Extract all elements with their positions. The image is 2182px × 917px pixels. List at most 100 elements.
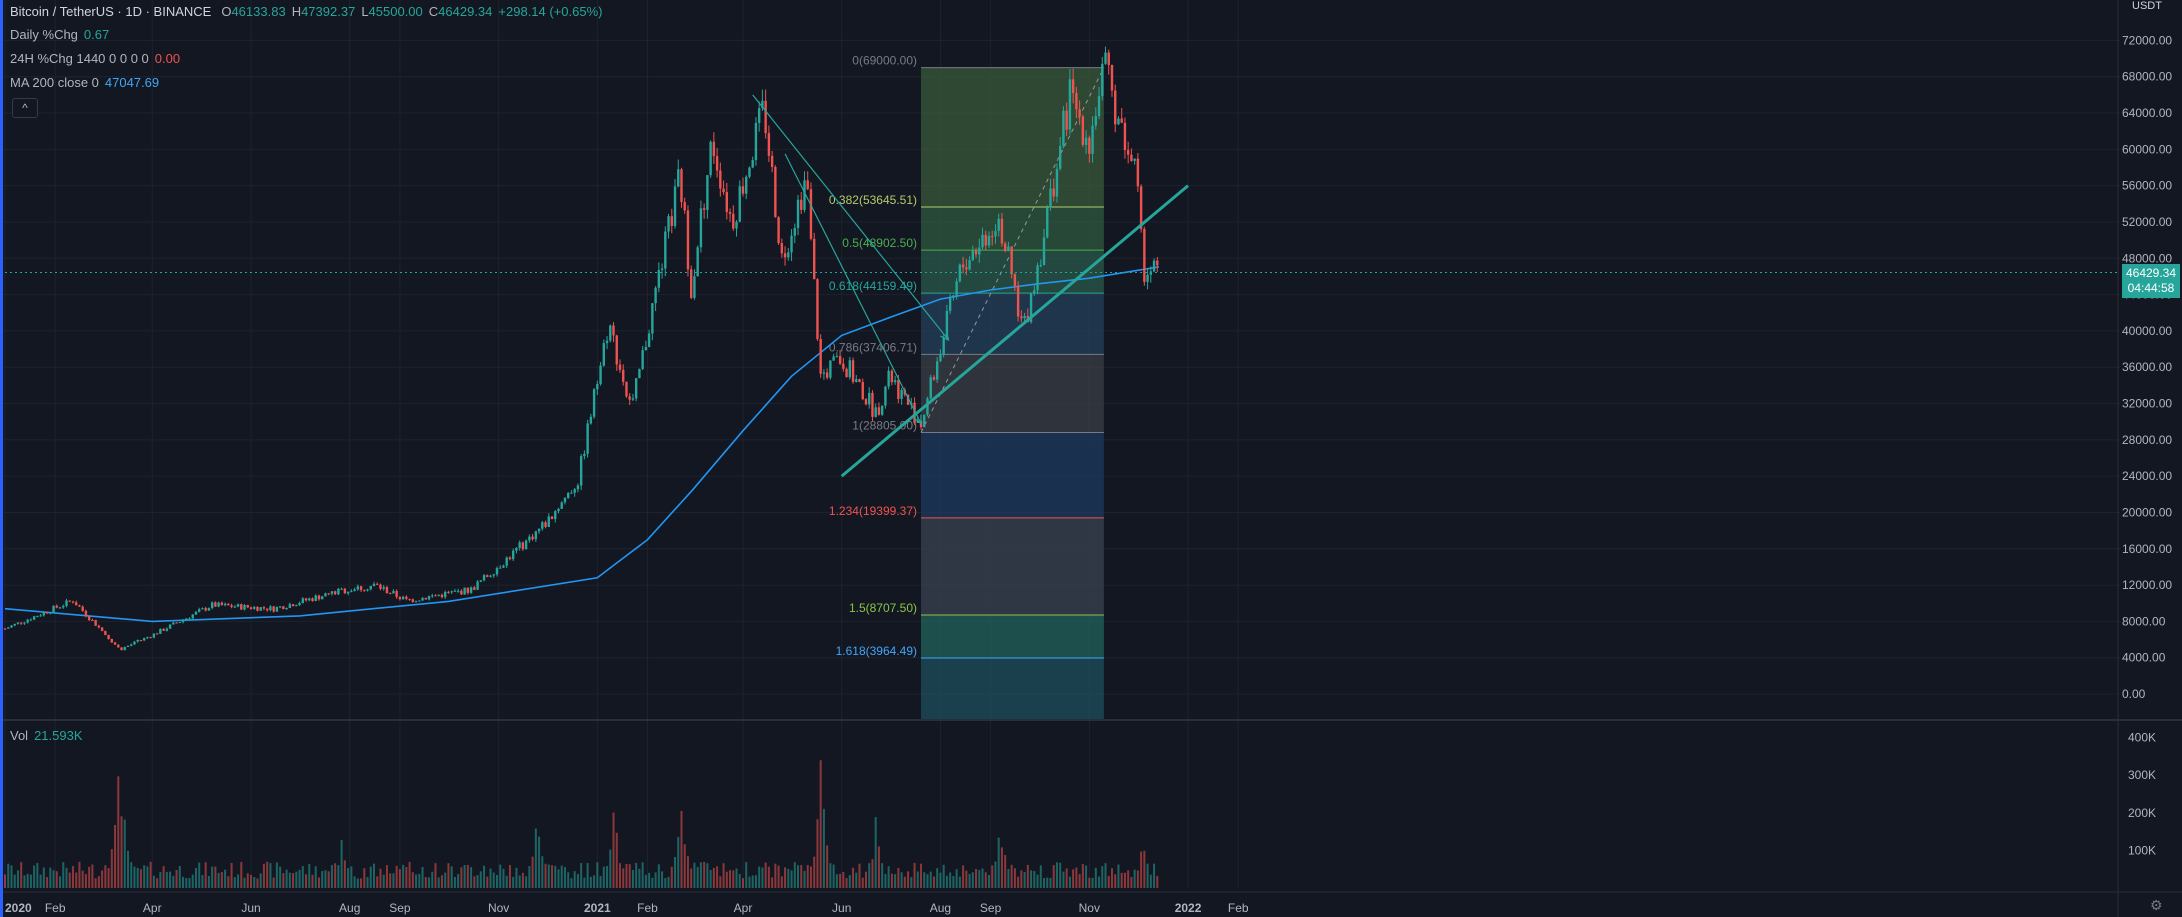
volume-bar	[81, 870, 84, 888]
candle-body	[774, 166, 777, 218]
volume-bar	[955, 869, 958, 888]
candle-body	[612, 325, 615, 336]
volume-bar	[881, 863, 884, 888]
candle-body	[366, 589, 369, 591]
candle-body	[343, 588, 347, 594]
candle-body	[217, 602, 220, 607]
candle-body	[586, 423, 589, 454]
candle-body	[709, 141, 712, 176]
candle-body	[880, 405, 884, 415]
candle-body	[1020, 316, 1023, 319]
volume-bar	[360, 878, 363, 888]
candle-body	[770, 155, 774, 167]
volume-bar	[311, 874, 314, 888]
currency-unit[interactable]: USDT	[2132, 0, 2162, 12]
volume-bar	[551, 865, 554, 888]
volume-bar	[615, 832, 618, 888]
fib-band	[921, 614, 1104, 659]
volume-bar	[143, 865, 146, 888]
volume-bar	[648, 872, 651, 888]
volume-bar	[962, 865, 965, 888]
candle-body	[667, 216, 670, 232]
candle-body	[745, 176, 748, 194]
candle-body	[800, 199, 803, 210]
candle-body	[790, 235, 793, 253]
volume-bar	[188, 878, 191, 888]
volume-bar	[826, 845, 829, 888]
volume-bar	[541, 856, 544, 888]
volume-bar	[819, 760, 822, 888]
candle-body	[16, 622, 20, 624]
volume-bar	[334, 863, 337, 888]
candles	[3, 46, 1159, 651]
volume-bar	[175, 869, 178, 888]
candle-body	[353, 589, 356, 592]
candle-body	[735, 221, 738, 229]
volume-bar	[227, 876, 230, 888]
volume-bar	[926, 874, 929, 888]
volume-bar	[586, 863, 589, 888]
volume-bar	[1010, 864, 1013, 888]
price-tick-label: 48000.00	[2122, 251, 2172, 265]
price-tick-label: 24000.00	[2122, 469, 2172, 483]
volume-bar	[59, 876, 62, 888]
volume-bar	[1104, 863, 1107, 888]
volume-bar	[754, 875, 757, 888]
volume-bar	[596, 862, 599, 888]
volume-bar	[343, 860, 346, 888]
close-value: 46429.34	[438, 4, 493, 19]
candle-body	[1136, 158, 1140, 187]
volume-bar	[29, 874, 32, 888]
volume-bar	[385, 865, 388, 888]
chevron-up-icon: ^	[22, 101, 28, 115]
candle-body	[142, 638, 146, 641]
volume-bar	[735, 868, 738, 888]
volume-bar	[224, 869, 227, 888]
arrow-head	[940, 331, 950, 342]
symbol-title[interactable]: Bitcoin / TetherUS · 1D · BINANCE	[10, 4, 212, 19]
volume-bar	[816, 819, 819, 888]
candle-body	[654, 287, 657, 304]
candle-body	[340, 588, 343, 590]
price-tick-label: 12000.00	[2122, 578, 2172, 592]
candle-body	[560, 502, 563, 509]
candle-body	[1049, 188, 1052, 208]
volume-bar	[1075, 867, 1078, 888]
daily-chg-indicator[interactable]: Daily %Chg 0.67	[10, 27, 109, 42]
candle-body	[813, 238, 816, 280]
candle-body	[113, 642, 117, 645]
collapse-legend-button[interactable]: ^	[12, 98, 38, 118]
candle-body	[356, 586, 360, 590]
volume-bar	[771, 877, 774, 888]
volume-bar	[68, 872, 71, 888]
trendlines[interactable]	[752, 94, 1190, 478]
candle-body	[647, 333, 651, 348]
volume-bar	[712, 867, 715, 888]
volume-bar	[479, 871, 482, 888]
volume-bar	[272, 877, 275, 888]
volume-bar	[444, 872, 447, 888]
candle-body	[55, 605, 58, 608]
volume-bar	[1127, 870, 1130, 888]
gear-icon[interactable]: ⚙	[2150, 897, 2163, 913]
volume-bar	[965, 870, 968, 888]
candle-body	[521, 542, 525, 550]
volume-indicator[interactable]: Vol 21.593K	[10, 728, 83, 743]
volume-bar	[858, 863, 861, 888]
fib-retracement[interactable]: 0(69000.00) 0.382(53645.51) 0.5(48902.50) 0…	[829, 54, 1105, 720]
ma-indicator[interactable]: MA 200 close 0 47047.69	[10, 75, 159, 90]
volume-bar	[65, 867, 68, 888]
price-tick-label: 64000.00	[2122, 106, 2172, 120]
volume-bar	[214, 866, 217, 888]
candle-body	[864, 399, 868, 405]
candle-body	[414, 601, 418, 603]
candle-body	[638, 368, 641, 379]
fib-band	[921, 207, 1104, 251]
candle-body	[939, 354, 942, 362]
volume-bar	[327, 871, 330, 888]
candle-body	[923, 414, 926, 428]
chg24h-indicator[interactable]: 24H %Chg 1440 0 0 0 0 0.00	[10, 51, 180, 66]
volume-bar	[347, 868, 350, 888]
volume-bar	[997, 837, 1000, 888]
